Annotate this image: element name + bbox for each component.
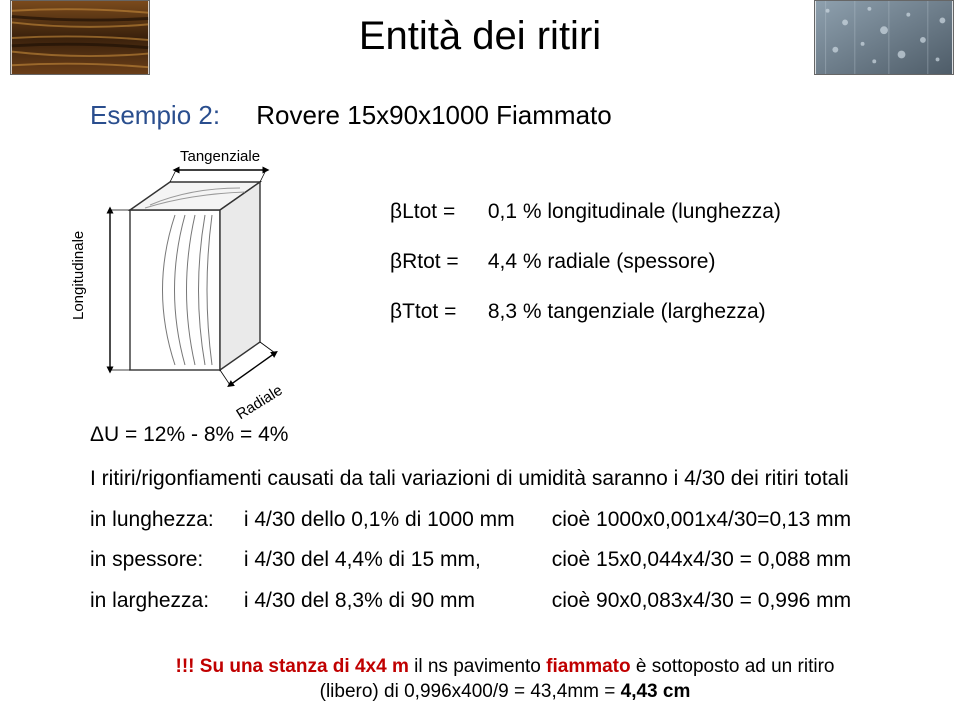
calc-expr: i 4/30 del 4,4% di 15 mm, [244, 545, 546, 575]
final-text2: è sottoposto ad un ritiro [631, 656, 835, 677]
calc-expr: i 4/30 dello 0,1% di 1000 mm [244, 505, 546, 535]
diagram-label-longitudinale: Longitudinale [70, 231, 87, 320]
beta-value: 8,3 % tangenziale (larghezza) [488, 300, 766, 324]
example-line: Esempio 2: Rovere 15x90x1000 Fiammato [90, 100, 612, 131]
body-block: ΔU = 12% - 8% = 4% I ritiri/rigonfiament… [90, 420, 920, 626]
intro-line: I ritiri/rigonfiamenti causati da tali v… [90, 464, 920, 494]
beta-coef: βTtot = [390, 300, 482, 324]
calc-row: in spessore: i 4/30 del 4,4% di 15 mm, c… [90, 545, 920, 575]
calc-result: cioè 90x0,083x4/30 = 0,996 mm [552, 586, 851, 616]
calc-result: cioè 15x0,044x4/30 = 0,088 mm [552, 545, 851, 575]
wood-block-diagram [90, 160, 310, 410]
beta-row: βRtot = 4,4 % radiale (spessore) [390, 250, 781, 274]
final-bang: !!! [176, 656, 200, 677]
beta-coefficients: βLtot = 0,1 % longitudinale (lunghezza) … [390, 200, 781, 350]
delta-u-line: ΔU = 12% - 8% = 4% [90, 420, 920, 450]
calc-row: in larghezza: i 4/30 del 8,3% di 90 mm c… [90, 586, 920, 616]
calc-expr: i 4/30 del 8,3% di 90 mm [244, 586, 546, 616]
final-note: !!! Su una stanza di 4x4 m il ns pavimen… [90, 654, 920, 705]
final-text1: il ns pavimento [409, 656, 546, 677]
example-label: Esempio 2: [90, 100, 220, 130]
final-red1: Su una stanza di 4x4 m [200, 656, 409, 677]
beta-row: βLtot = 0,1 % longitudinale (lunghezza) [390, 200, 781, 224]
beta-row: βTtot = 8,3 % tangenziale (larghezza) [390, 300, 781, 324]
final-red2: fiammato [546, 656, 630, 677]
beta-coef: βRtot = [390, 250, 482, 274]
calc-result: cioè 1000x0,001x4/30=0,13 mm [552, 505, 851, 535]
final-text3: (libero) di 0,996x400/9 = 43,4mm = [320, 681, 621, 702]
example-value: Rovere 15x90x1000 Fiammato [256, 100, 612, 130]
calc-dim: in spessore: [90, 545, 238, 575]
calc-dim: in lunghezza: [90, 505, 238, 535]
calc-dim: in larghezza: [90, 586, 238, 616]
beta-coef: βLtot = [390, 200, 482, 224]
final-bold: 4,43 cm [621, 681, 691, 702]
beta-value: 4,4 % radiale (spessore) [488, 250, 716, 274]
beta-value: 0,1 % longitudinale (lunghezza) [488, 200, 781, 224]
page-title: Entità dei ritiri [0, 14, 960, 59]
calc-row: in lunghezza: i 4/30 dello 0,1% di 1000 … [90, 505, 920, 535]
